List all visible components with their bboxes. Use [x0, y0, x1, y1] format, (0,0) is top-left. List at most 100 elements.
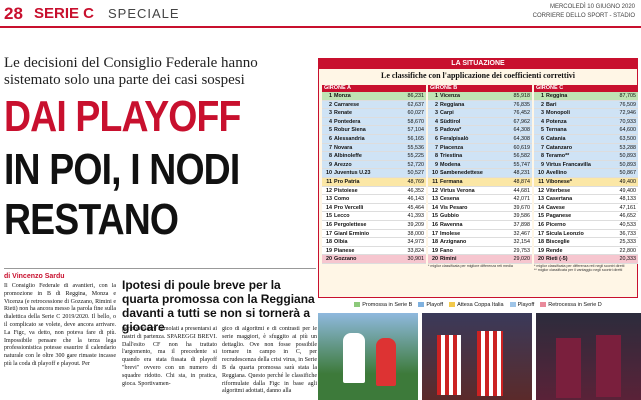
standings-row: 17 Imolese 32,467: [428, 229, 532, 239]
position: 7: [541, 144, 544, 151]
team: Fano: [440, 247, 453, 254]
score: 30,901: [407, 256, 425, 263]
group-name: GIRONE B: [428, 85, 532, 92]
team: Feralpisalò: [440, 135, 469, 142]
score: 32,154: [513, 239, 531, 246]
position: 13: [432, 196, 438, 203]
score: 41,393: [407, 213, 425, 220]
standings-row: 14 Vis Pesaro 39,670: [428, 203, 532, 213]
score: 56,582: [513, 153, 531, 160]
team: Gozzano: [334, 256, 357, 263]
position: 16: [538, 221, 544, 228]
box-subtitle: Le classifiche con l'applicazione dei co…: [380, 71, 576, 80]
group-name: GIRONE A: [322, 85, 426, 92]
team: Virtus Verona: [440, 187, 475, 194]
player-figure: [477, 331, 503, 396]
score: 55,225: [407, 153, 425, 160]
team: Pro Vercelli: [334, 204, 364, 211]
team: Pontedera: [334, 118, 361, 125]
standings-row: 16 Pergolettese 39,209: [322, 220, 426, 230]
team: Carrarese: [334, 101, 360, 108]
standings-row: 20 Gozzano 30,901: [322, 255, 426, 264]
score: 50,893: [619, 161, 637, 168]
standings-row: 9 Modena 55,747: [428, 160, 532, 170]
team: Pergolettese: [334, 221, 367, 228]
standings-row: 18 Olbia 34,973: [322, 238, 426, 247]
legend-swatch: [354, 302, 361, 308]
section: SERIE C: [34, 5, 95, 22]
position: 17: [538, 230, 544, 237]
position: 9: [435, 161, 438, 168]
footnote: ** miglior classificata per il vantaggio…: [534, 268, 623, 273]
score: 76,835: [513, 101, 531, 108]
position: 6: [541, 135, 544, 142]
team: Reggiana: [440, 101, 465, 108]
paper: CORRIERE DELLO SPORT - STADIO: [532, 13, 635, 19]
player-figure: [376, 338, 396, 386]
position: 2: [435, 101, 438, 108]
standings-row: 1 Reggina 87,705: [534, 92, 638, 101]
score: 53,288: [619, 144, 637, 151]
score: 72,946: [619, 110, 637, 117]
headline: IN POI, I NODI: [4, 145, 240, 194]
legend-item: Retrocessa in Serie D: [540, 302, 602, 308]
standings-row: 1 Vicenza 85,918: [428, 92, 532, 101]
byline: di Vincenzo Sardu: [4, 273, 65, 280]
standings-row: 13 Casertana 48,133: [534, 195, 638, 204]
player-figure: [556, 338, 581, 398]
headline: RESTANO: [4, 195, 179, 244]
team: Ternana: [546, 127, 567, 134]
player-figure: [596, 335, 621, 397]
photo: [422, 313, 532, 400]
body-column: per non essere stimolati a presentarsi a…: [122, 326, 217, 387]
position: 8: [435, 153, 438, 160]
standings-row: 15 Gubbio 39,586: [428, 212, 532, 221]
standings-row: 11 Fermana 48,874: [428, 177, 532, 187]
team: Pistoiese: [334, 187, 358, 194]
standings-row: 3 Monopoli 72,946: [534, 109, 638, 118]
score: 64,600: [619, 127, 637, 134]
legend-label: Promossa in Serie B: [362, 302, 413, 308]
score: 60,027: [407, 110, 425, 117]
standings-row: 15 Paganese 46,652: [534, 212, 638, 221]
legend-item: Playoff: [418, 302, 443, 308]
standings-row: 17 Sicula Leonzio 36,733: [534, 229, 638, 239]
standings-row: 19 Rende 22,800: [534, 246, 638, 256]
standings-row: 3 Carpi 76,452: [428, 109, 532, 118]
position: 15: [538, 213, 544, 220]
position: 2: [541, 101, 544, 108]
position: 18: [432, 239, 438, 246]
standings-row: 2 Bari 76,509: [534, 100, 638, 110]
position: 19: [432, 247, 438, 254]
team: Sicula Leonzio: [546, 230, 584, 237]
position: 6: [435, 135, 438, 142]
box-title: LA SITUAZIONE: [319, 59, 637, 69]
score: 63,500: [619, 135, 637, 142]
score: 46,652: [619, 213, 637, 220]
body-column: gico di algoritmi e di contrasti per le …: [222, 326, 317, 395]
position: 11: [432, 178, 438, 185]
score: 29,020: [513, 256, 531, 263]
position: 20: [432, 256, 438, 263]
score: 39,670: [513, 204, 531, 211]
position: 13: [538, 196, 544, 203]
standings-row: 4 Pontedera 58,670: [322, 117, 426, 127]
score: 49,400: [619, 178, 637, 185]
position: 10: [432, 170, 438, 177]
team: Ravenna: [440, 221, 463, 228]
team: Pro Patria: [334, 178, 360, 185]
score: 55,747: [513, 161, 531, 168]
score: 46,352: [407, 187, 425, 194]
position: 12: [326, 187, 332, 194]
standings-group: GIRONE B 1 Vicenza 85,918 2 Reggiana 76,835 3 Ca…: [428, 85, 532, 268]
team: Gianl Erminio: [334, 230, 370, 237]
standings-row: 16 Ravenna 37,898: [428, 220, 532, 230]
position: 17: [326, 230, 332, 237]
score: 44,681: [513, 187, 531, 194]
team: Monopoli: [546, 110, 570, 117]
standings-row: 10 Juventus U.23 50,527: [322, 169, 426, 178]
score: 47,161: [619, 204, 637, 211]
team: Picerno: [546, 221, 566, 228]
score: 57,104: [407, 127, 425, 134]
